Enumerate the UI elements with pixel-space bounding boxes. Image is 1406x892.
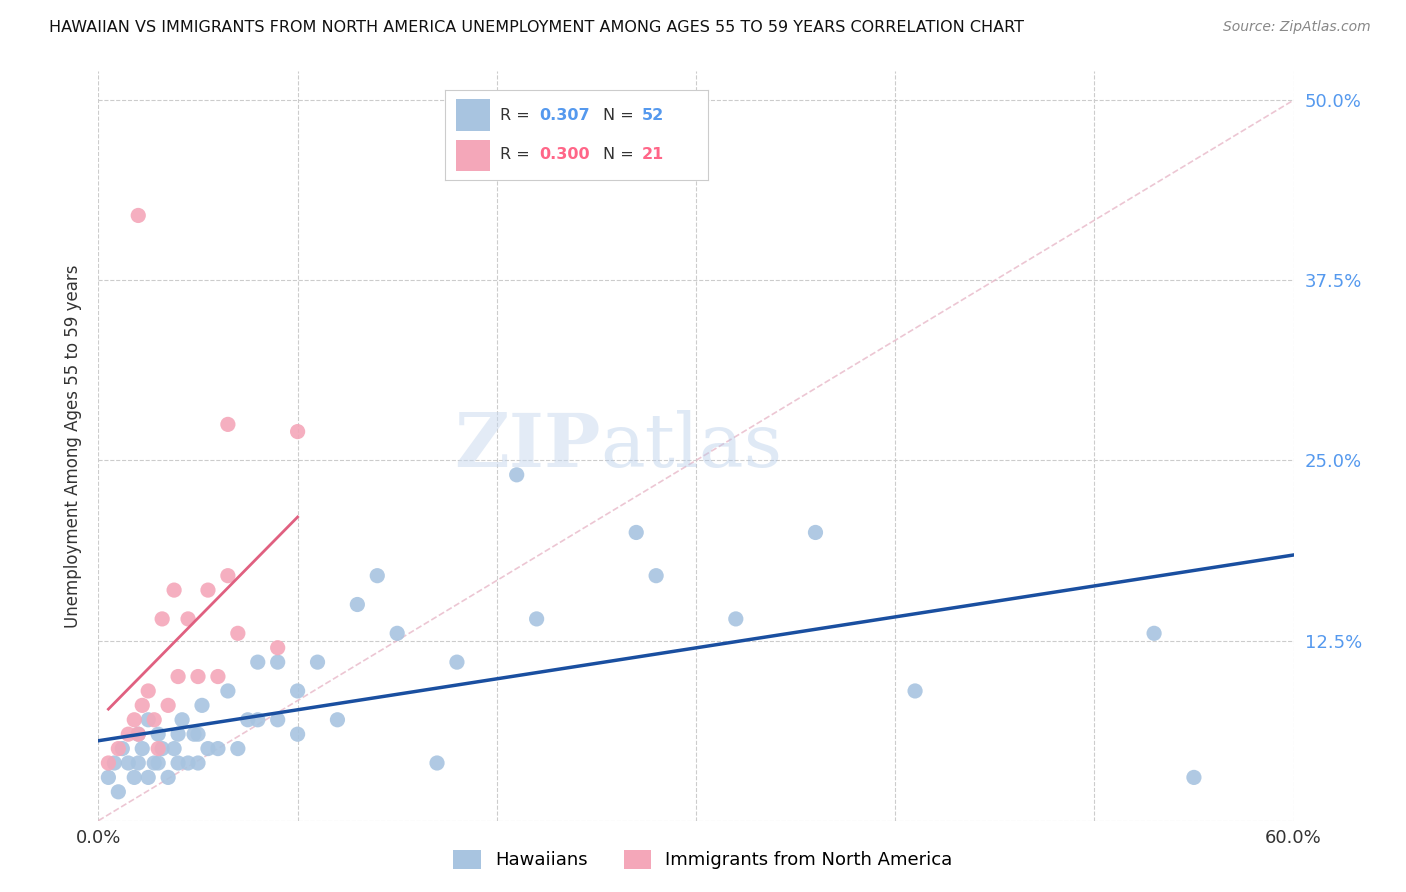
Text: Source: ZipAtlas.com: Source: ZipAtlas.com	[1223, 20, 1371, 34]
Point	[167, 669, 190, 683]
Point	[163, 741, 186, 756]
Point	[287, 727, 309, 741]
Text: ZIP: ZIP	[454, 409, 600, 483]
Point	[97, 771, 120, 785]
Point	[131, 741, 153, 756]
Point	[143, 713, 166, 727]
Legend: Hawaiians, Immigrants from North America: Hawaiians, Immigrants from North America	[444, 841, 962, 879]
Point	[191, 698, 214, 713]
Point	[287, 684, 309, 698]
Point	[172, 713, 194, 727]
Point	[127, 756, 149, 770]
Point	[904, 684, 927, 698]
Point	[148, 741, 170, 756]
Point	[131, 698, 153, 713]
Point	[246, 713, 269, 727]
Point	[111, 741, 134, 756]
Point	[385, 626, 409, 640]
Point	[626, 525, 648, 540]
Point	[136, 771, 159, 785]
Point	[197, 583, 219, 598]
Point	[187, 669, 209, 683]
Point	[645, 568, 668, 582]
Point	[143, 756, 166, 770]
Point	[217, 417, 239, 432]
Point	[97, 756, 120, 770]
Point	[197, 741, 219, 756]
Text: atlas: atlas	[600, 409, 783, 483]
Point	[804, 525, 827, 540]
Point	[163, 583, 186, 598]
Point	[148, 756, 170, 770]
Point	[217, 568, 239, 582]
Point	[136, 713, 159, 727]
Point	[127, 209, 149, 223]
Point	[207, 669, 229, 683]
Point	[1182, 771, 1205, 785]
Point	[246, 655, 269, 669]
Point	[183, 727, 205, 741]
Point	[217, 684, 239, 698]
Point	[136, 684, 159, 698]
Point	[187, 727, 209, 741]
Point	[506, 467, 529, 482]
Point	[150, 741, 173, 756]
Point	[167, 727, 190, 741]
Point	[346, 598, 368, 612]
Point	[167, 756, 190, 770]
Point	[426, 756, 449, 770]
Point	[148, 727, 170, 741]
Point	[177, 756, 200, 770]
Point	[127, 727, 149, 741]
Point	[366, 568, 388, 582]
Y-axis label: Unemployment Among Ages 55 to 59 years: Unemployment Among Ages 55 to 59 years	[63, 264, 82, 628]
Point	[226, 626, 249, 640]
Point	[124, 713, 146, 727]
Point	[124, 771, 146, 785]
Point	[267, 713, 290, 727]
Point	[526, 612, 548, 626]
Point	[446, 655, 468, 669]
Point	[267, 640, 290, 655]
Point	[150, 612, 173, 626]
Point	[107, 785, 129, 799]
Point	[267, 655, 290, 669]
Point	[117, 727, 139, 741]
Point	[287, 425, 309, 439]
Point	[307, 655, 329, 669]
Point	[236, 713, 259, 727]
Point	[157, 771, 180, 785]
Point	[107, 741, 129, 756]
Point	[724, 612, 747, 626]
Point	[1143, 626, 1166, 640]
Point	[157, 698, 180, 713]
Text: HAWAIIAN VS IMMIGRANTS FROM NORTH AMERICA UNEMPLOYMENT AMONG AGES 55 TO 59 YEARS: HAWAIIAN VS IMMIGRANTS FROM NORTH AMERIC…	[49, 20, 1024, 35]
Point	[117, 756, 139, 770]
Point	[226, 741, 249, 756]
Point	[127, 727, 149, 741]
Point	[177, 612, 200, 626]
Point	[187, 756, 209, 770]
Point	[326, 713, 349, 727]
Point	[207, 741, 229, 756]
Point	[103, 756, 125, 770]
